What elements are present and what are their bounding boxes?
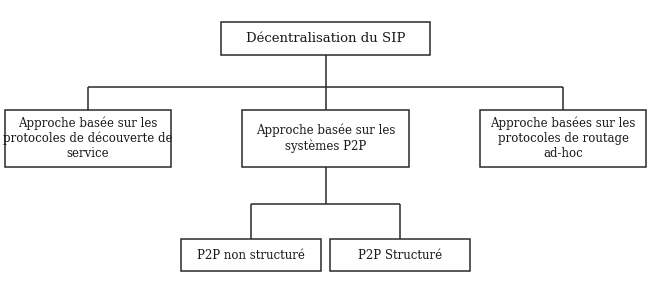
Text: Approche basée sur les
systèmes P2P: Approche basée sur les systèmes P2P — [256, 124, 395, 153]
FancyBboxPatch shape — [242, 110, 409, 167]
Text: P2P Structuré: P2P Structuré — [358, 249, 443, 262]
Text: Approche basée sur les
protocoles de découverte de
service: Approche basée sur les protocoles de déc… — [3, 116, 173, 160]
FancyBboxPatch shape — [221, 22, 430, 55]
FancyBboxPatch shape — [330, 239, 470, 271]
FancyBboxPatch shape — [5, 110, 171, 167]
Text: P2P non structuré: P2P non structuré — [197, 249, 305, 262]
Text: Décentralisation du SIP: Décentralisation du SIP — [245, 32, 406, 45]
FancyBboxPatch shape — [181, 239, 320, 271]
FancyBboxPatch shape — [480, 110, 646, 167]
Text: Approche basées sur les
protocoles de routage
ad-hoc: Approche basées sur les protocoles de ro… — [490, 117, 636, 160]
